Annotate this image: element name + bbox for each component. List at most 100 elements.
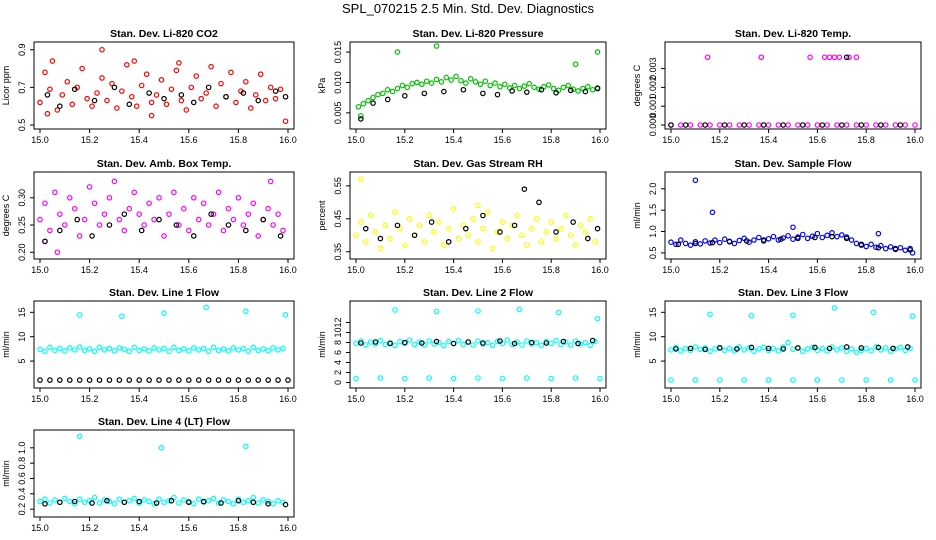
data-point [480, 90, 486, 97]
data-point [205, 222, 212, 228]
data-point [668, 347, 674, 353]
y-tick-label: 8 [333, 340, 343, 345]
y-tick-label: 12 [333, 317, 343, 327]
series-1 [668, 305, 918, 383]
data-point [401, 339, 408, 346]
data-point [66, 345, 73, 351]
data-point [480, 212, 486, 219]
data-point [858, 347, 865, 354]
data-point [101, 347, 108, 353]
data-point [382, 222, 389, 229]
data-point [441, 88, 447, 95]
data-point [44, 110, 51, 117]
panel-3: Stan. Dev. Li-820 Temp. degrees C 15.0 15.2… [632, 28, 924, 145]
data-point [141, 346, 147, 352]
data-point [497, 229, 503, 235]
data-point [526, 80, 533, 87]
data-point [848, 346, 855, 352]
data-point [902, 122, 909, 128]
data-point [594, 49, 601, 55]
data-point [697, 241, 704, 247]
panel-frame [33, 429, 295, 518]
x-tick-label: 15.0 [31, 135, 49, 145]
data-point [213, 103, 219, 109]
data-point [780, 122, 787, 128]
data-point [156, 194, 162, 201]
data-point [49, 58, 56, 64]
x-tick-label: 15.4 [760, 265, 778, 275]
data-point [584, 235, 591, 242]
data-point [441, 242, 447, 248]
data-point [697, 346, 704, 353]
data-point [272, 88, 279, 94]
data-point [455, 337, 462, 344]
data-point [433, 338, 440, 345]
data-point [831, 305, 838, 311]
data-point [104, 497, 110, 504]
data-point [863, 243, 870, 250]
data-point [668, 122, 674, 128]
panel-title: Stan. Dev. Line 4 (LT) Flow [98, 416, 231, 428]
data-point [904, 344, 911, 350]
data-point [262, 97, 269, 104]
panel-5: Stan. Dev. Gas Stream RH percent 15.0 15.2 1… [317, 158, 609, 275]
data-point [504, 337, 511, 343]
data-point [409, 80, 415, 87]
data-point [570, 219, 576, 225]
data-point [248, 105, 254, 111]
data-point [902, 247, 909, 254]
data-point [42, 200, 48, 207]
y-tick-label: 10 [648, 332, 658, 342]
x-tick-label: 15.0 [662, 394, 680, 404]
data-point [208, 211, 214, 217]
data-point [282, 311, 289, 318]
data-point [702, 346, 708, 353]
data-point [519, 232, 525, 239]
data-point [377, 337, 384, 344]
data-point [181, 497, 187, 503]
data-point [497, 83, 503, 90]
x-tick-label: 16.0 [279, 135, 297, 145]
x-tick-label: 16.0 [906, 394, 924, 404]
data-point [66, 498, 73, 505]
data-point [443, 74, 450, 81]
data-point [186, 227, 192, 234]
data-point [475, 239, 481, 245]
data-point [909, 313, 916, 320]
data-point [741, 377, 748, 383]
y-axis-label: ml/min [632, 202, 642, 229]
data-point [504, 235, 511, 242]
data-point [156, 216, 162, 223]
data-point [458, 77, 464, 84]
data-point [707, 122, 713, 128]
data-point [176, 347, 182, 354]
data-point [111, 500, 118, 507]
data-point [62, 495, 68, 502]
data-point [235, 347, 242, 353]
data-point [831, 54, 838, 61]
data-point [765, 235, 772, 242]
data-point [770, 345, 777, 352]
data-point [119, 313, 125, 320]
data-point [873, 344, 879, 350]
data-point [81, 499, 88, 506]
series-1 [37, 304, 289, 355]
data-point [523, 375, 530, 381]
data-point [563, 339, 569, 345]
data-point [138, 227, 145, 234]
data-point [548, 375, 555, 382]
x-tick-label: 15.0 [31, 523, 49, 533]
data-point [868, 348, 874, 354]
y-tick-label: 0.5 [17, 119, 27, 132]
data-point [746, 345, 752, 351]
data-point [523, 338, 530, 344]
data-point [267, 178, 274, 185]
data-point [812, 344, 818, 351]
data-point [668, 377, 674, 383]
data-point [136, 498, 143, 505]
data-point [756, 346, 762, 352]
data-point [121, 346, 128, 353]
data-point [225, 498, 232, 505]
data-point [377, 375, 384, 381]
data-point [240, 499, 247, 506]
